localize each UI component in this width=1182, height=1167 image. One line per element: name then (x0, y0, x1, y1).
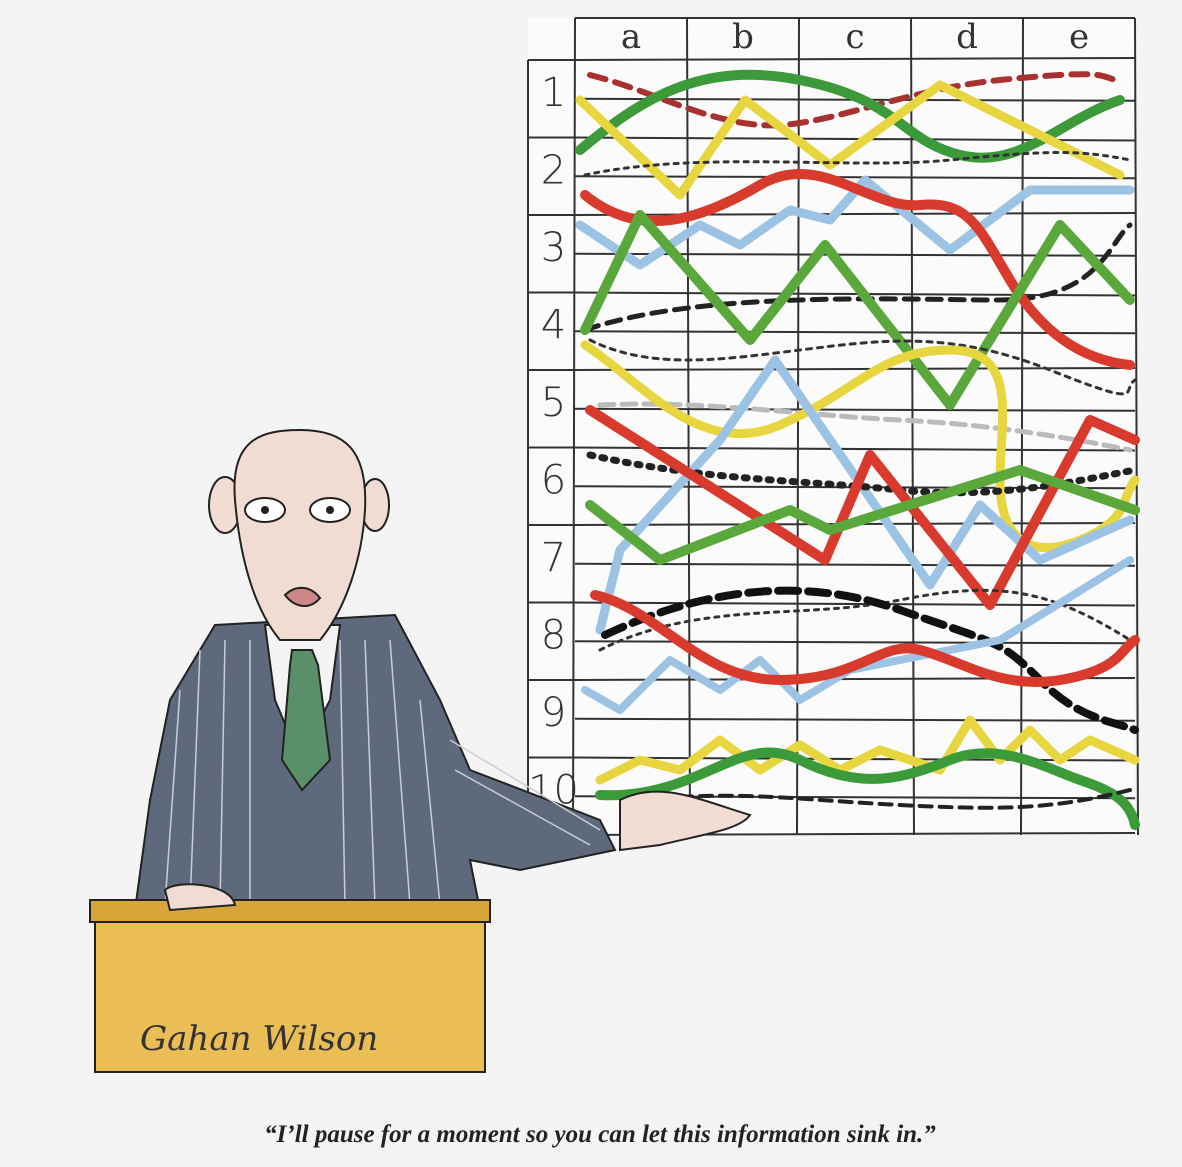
row-label: 7 (541, 535, 566, 581)
row-label: 4 (541, 302, 566, 348)
page: abcde12345678910 Gahan Wilson (0, 0, 1182, 1167)
pupil (261, 506, 269, 514)
column-label: e (1069, 17, 1089, 57)
row-label: 1 (541, 70, 566, 116)
column-label: c (845, 17, 864, 57)
signature: Gahan Wilson (140, 1019, 378, 1059)
podium-top (90, 900, 490, 922)
row-label: 6 (541, 457, 566, 503)
podium: Gahan Wilson (90, 884, 490, 1072)
row-label: 9 (541, 690, 566, 736)
column-label: a (621, 17, 641, 57)
row-label: 8 (541, 612, 566, 658)
pupil (326, 506, 334, 514)
row-label: 2 (541, 147, 566, 193)
column-label: b (732, 17, 754, 57)
caption: “I’ll pause for a moment so you can let … (264, 1121, 936, 1148)
row-label: 3 (541, 225, 566, 271)
cartoon: abcde12345678910 Gahan Wilson (0, 0, 1182, 1167)
row-label: 5 (541, 380, 566, 426)
column-label: d (956, 17, 978, 57)
